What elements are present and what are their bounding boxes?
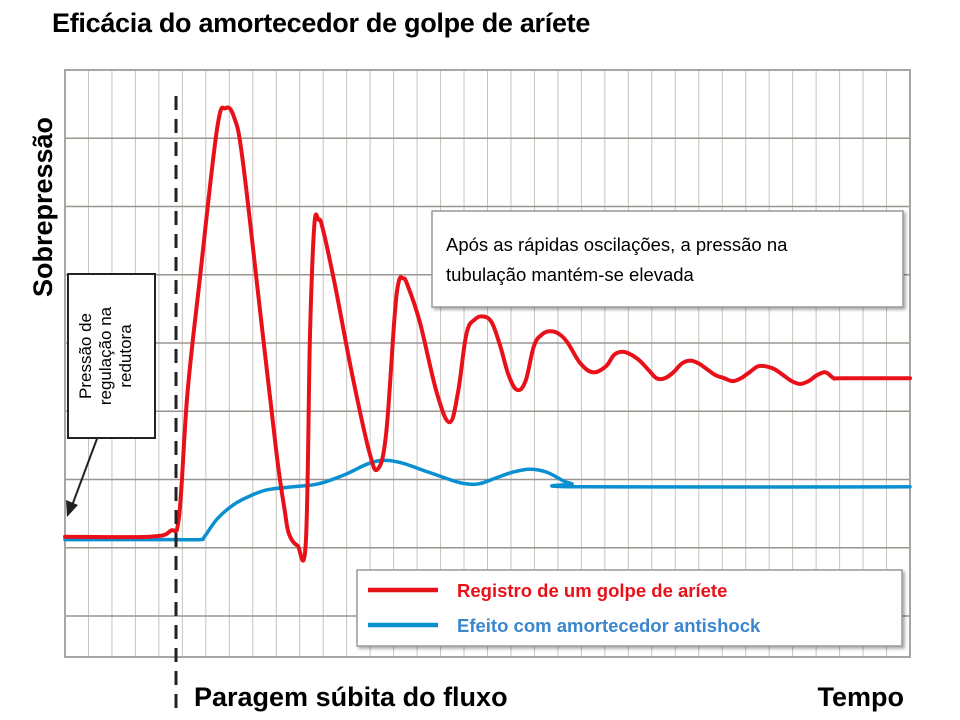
- annotation-line-2: tubulação mantém-se elevada: [446, 264, 695, 285]
- legend-label-blue: Efeito com amortecedor antishock: [457, 615, 761, 636]
- regulation-line-3: redutora: [116, 324, 135, 388]
- series-layer: [63, 105, 912, 563]
- chart-title: Eficácia do amortecedor de golpe de aríe…: [52, 8, 591, 38]
- regulation-box: [67, 273, 156, 439]
- regulation-line-2: regulação na: [96, 306, 115, 405]
- series-line-blue: [63, 458, 912, 542]
- x-axis-label: Tempo: [818, 682, 905, 712]
- event-label: Paragem súbita do fluxo: [194, 682, 508, 712]
- regulation-callout: Pressão de regulação na redutora: [66, 273, 156, 517]
- plot-frame: [64, 69, 911, 658]
- y-axis-label: Sobrepressão: [28, 117, 58, 297]
- annotation-callout: Após as rápidas oscilações, a pressão na…: [431, 210, 904, 308]
- regulation-pointer: [69, 435, 99, 512]
- series-line-red: [63, 105, 912, 563]
- legend: Registro de um golpe de aríete Efeito co…: [356, 569, 903, 647]
- regulation-line-1: Pressão de: [76, 313, 95, 399]
- annotation-box: [431, 210, 904, 308]
- legend-box: [356, 569, 903, 647]
- annotation-line-1: Após as rápidas oscilações, a pressão na: [446, 234, 788, 255]
- legend-label-red: Registro de um golpe de aríete: [457, 580, 727, 601]
- regulation-arrowhead: [66, 500, 78, 517]
